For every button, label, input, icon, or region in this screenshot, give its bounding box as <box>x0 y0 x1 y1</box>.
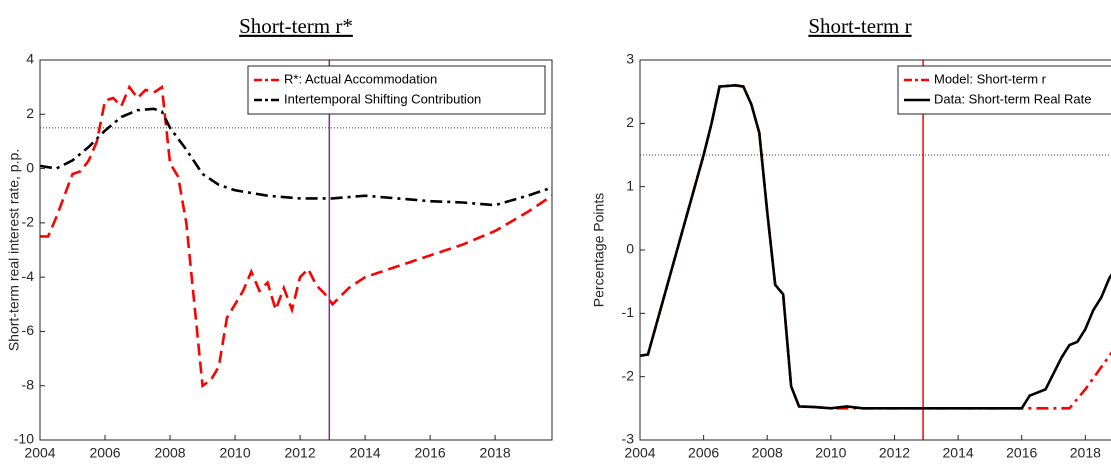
x-tick-label: 2008 <box>154 445 185 461</box>
x-tick-label: 2006 <box>89 445 120 461</box>
y-tick-label: 0 <box>626 241 634 257</box>
y-tick-label: -10 <box>14 431 34 447</box>
x-tick-label: 2014 <box>943 445 974 461</box>
y-tick-label: 1 <box>626 177 634 193</box>
x-tick-label: 2008 <box>752 445 783 461</box>
x-tick-label: 2018 <box>480 445 511 461</box>
y-tick-label: -1 <box>622 304 635 320</box>
x-tick-label: 2004 <box>624 445 655 461</box>
y-tick-label: -2 <box>622 367 635 383</box>
legend-label: Data: Short-term Real Rate <box>934 91 1092 106</box>
y-tick-label: 0 <box>26 159 34 175</box>
x-tick-label: 2016 <box>1006 445 1037 461</box>
legend-box <box>247 65 546 115</box>
y-tick-label: 4 <box>26 51 34 67</box>
y-tick-label: -8 <box>22 376 35 392</box>
series-line <box>639 84 1111 410</box>
x-tick-label: 2010 <box>815 445 846 461</box>
y-axis-label: Short-term real interest rate, p.p. <box>6 149 22 351</box>
series-line <box>40 84 553 388</box>
x-tick-label: 2012 <box>284 445 315 461</box>
legend-label: R*: Actual Accommodation <box>284 71 437 86</box>
y-tick-label: -2 <box>22 214 35 230</box>
x-tick-label: 2006 <box>688 445 719 461</box>
y-tick-label: -3 <box>622 431 635 447</box>
x-tick-label: 2014 <box>350 445 381 461</box>
series-line <box>639 84 1111 410</box>
y-tick-label: 3 <box>626 51 634 67</box>
x-tick-label: 2010 <box>219 445 250 461</box>
y-tick-label: -6 <box>22 322 35 338</box>
y-tick-label: -4 <box>22 268 35 284</box>
x-tick-label: 2012 <box>879 445 910 461</box>
legend-label: Intertemporal Shifting Contribution <box>284 91 481 106</box>
chart-title: Short-term r* <box>239 14 353 38</box>
legend-box <box>897 65 1111 115</box>
x-tick-label: 2018 <box>1070 445 1101 461</box>
y-tick-label: 2 <box>626 114 634 130</box>
y-axis-label: Percentage Points <box>591 193 607 307</box>
plot-frame <box>639 59 1111 441</box>
x-tick-label: 2016 <box>415 445 446 461</box>
plot-frame <box>39 59 553 441</box>
legend-label: Model: Short-term r <box>934 71 1047 86</box>
x-tick-label: 2004 <box>24 445 55 461</box>
series-line <box>39 107 553 207</box>
chart-title: Short-term r <box>808 14 911 38</box>
y-tick-label: 2 <box>26 105 34 121</box>
